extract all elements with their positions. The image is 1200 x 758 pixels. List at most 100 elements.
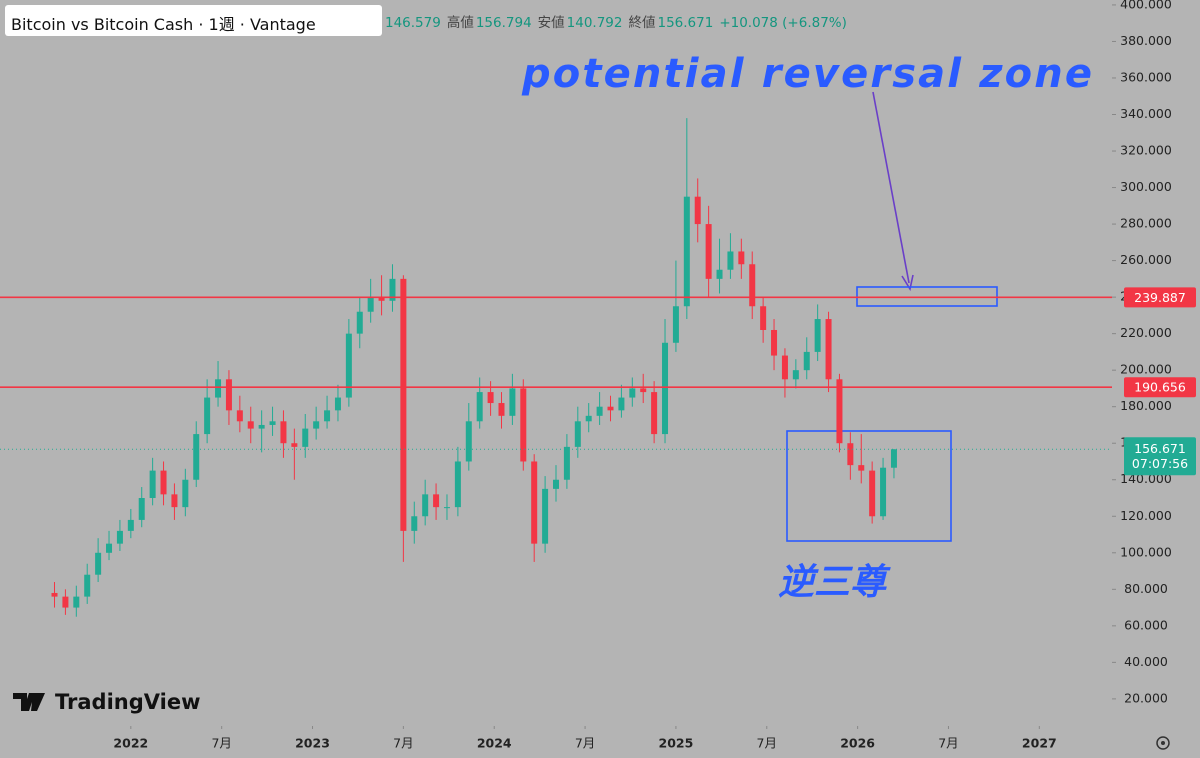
logo-text: TradingView — [55, 690, 200, 714]
candle-body — [542, 488, 549, 544]
y-tick-label: 100.000 — [1120, 544, 1172, 559]
candle-body — [563, 446, 570, 480]
candle-body — [116, 530, 123, 544]
y-tick-label: 340.000 — [1120, 106, 1172, 121]
candle-body — [138, 498, 145, 520]
candle-body — [280, 421, 287, 444]
candle-body — [149, 470, 156, 499]
candle-body — [443, 507, 450, 509]
logo-icon — [13, 693, 45, 711]
pattern-annotation: 逆三尊 — [778, 562, 891, 603]
high-label: 高値 — [446, 15, 474, 31]
candle-body — [182, 479, 189, 508]
candle-body — [803, 351, 810, 371]
candle-body — [869, 470, 876, 517]
candle-body — [367, 297, 374, 312]
last-price-tag — [1124, 437, 1196, 476]
candle-body — [651, 392, 658, 435]
x-tick-label: 7月 — [211, 736, 231, 751]
candle-body — [302, 428, 309, 447]
candle-body — [160, 470, 167, 495]
candle-body — [95, 552, 102, 575]
candle-body — [345, 333, 352, 398]
candle-body — [204, 397, 211, 435]
countdown: 07:07:56 — [1132, 456, 1188, 471]
x-tick-label: 7月 — [575, 736, 595, 751]
ohlc-header: 146.579 高値 156.794 安値 140.792 終値 156.671 +10.07… — [385, 11, 853, 31]
candle-body — [629, 388, 636, 398]
candle-body — [236, 410, 243, 422]
x-tick-label: 2026 — [840, 736, 875, 751]
candle-body — [487, 392, 494, 404]
y-tick-label: 320.000 — [1120, 143, 1172, 158]
candle-body — [356, 311, 363, 334]
last-price-label: 156.671 — [1134, 441, 1186, 456]
candle-body — [585, 415, 592, 422]
candle-body — [760, 306, 767, 330]
candle-body — [509, 388, 516, 416]
candle-body — [574, 421, 581, 447]
candle-body — [269, 421, 276, 425]
y-tick-label: 360.000 — [1120, 69, 1172, 84]
candle-body — [672, 306, 679, 343]
y-tick-label: 40.000 — [1124, 654, 1168, 669]
candle-body — [84, 574, 91, 597]
candle-body — [792, 370, 799, 380]
y-tick-label: 280.000 — [1120, 216, 1172, 231]
y-tick-label: 20.000 — [1124, 690, 1168, 705]
close-label: 終値 — [628, 15, 656, 31]
candle-body — [400, 278, 407, 531]
settings-icon[interactable] — [1156, 736, 1170, 750]
candle-body — [127, 519, 134, 531]
candle-body — [596, 406, 603, 416]
candle-body — [225, 379, 232, 411]
candle-body — [814, 319, 821, 352]
arrow-head — [901, 274, 914, 292]
candle-body — [51, 592, 58, 597]
x-tick-label: 7月 — [757, 736, 777, 751]
candle-body — [291, 443, 298, 447]
candle-body — [433, 494, 440, 508]
x-tick-label: 7月 — [938, 736, 958, 751]
low-value: 140.792 — [566, 15, 623, 31]
low-label: 安値 — [537, 15, 565, 31]
level-tag-label: 190.656 — [1134, 380, 1186, 395]
change-value: +10.078 (+6.87%) — [719, 15, 847, 31]
candle-body — [683, 196, 690, 307]
high-value: 156.794 — [475, 15, 532, 31]
y-tick-label: 60.000 — [1124, 617, 1168, 632]
candle-body — [247, 421, 254, 429]
y-tick-label: 200.000 — [1120, 362, 1172, 377]
y-tick-label: 260.000 — [1120, 252, 1172, 267]
level-tag — [1124, 377, 1196, 398]
candle-body — [171, 494, 178, 508]
candle-body — [422, 494, 429, 517]
candle-body — [215, 379, 222, 398]
x-tick-label: 2023 — [295, 736, 330, 751]
candle-body — [62, 596, 69, 608]
candle-body — [727, 251, 734, 270]
settings-icon-center — [1161, 741, 1165, 745]
symbol-title[interactable]: Bitcoin vs Bitcoin Cash · 1週 · Vantage — [5, 5, 382, 36]
candle-body — [607, 406, 614, 411]
y-tick-label: 80.000 — [1124, 581, 1168, 596]
x-tick-label: 2027 — [1022, 736, 1057, 751]
candle-body — [465, 421, 472, 462]
candle-body — [836, 379, 843, 444]
candle-body — [771, 329, 778, 356]
candle-body — [825, 319, 832, 380]
candle-body — [411, 516, 418, 531]
open-value: 146.579 — [385, 15, 441, 31]
level-tag-label: 239.887 — [1134, 290, 1186, 305]
annotation-arrow — [872, 91, 910, 284]
candle-body — [694, 196, 701, 225]
x-tick-label: 2025 — [659, 736, 694, 751]
candle-body — [640, 388, 647, 393]
pattern-box — [786, 430, 952, 542]
candle-body — [705, 224, 712, 279]
candle-body — [193, 434, 200, 480]
x-tick-label: 7月 — [393, 736, 413, 751]
x-tick-label: 2022 — [113, 736, 148, 751]
